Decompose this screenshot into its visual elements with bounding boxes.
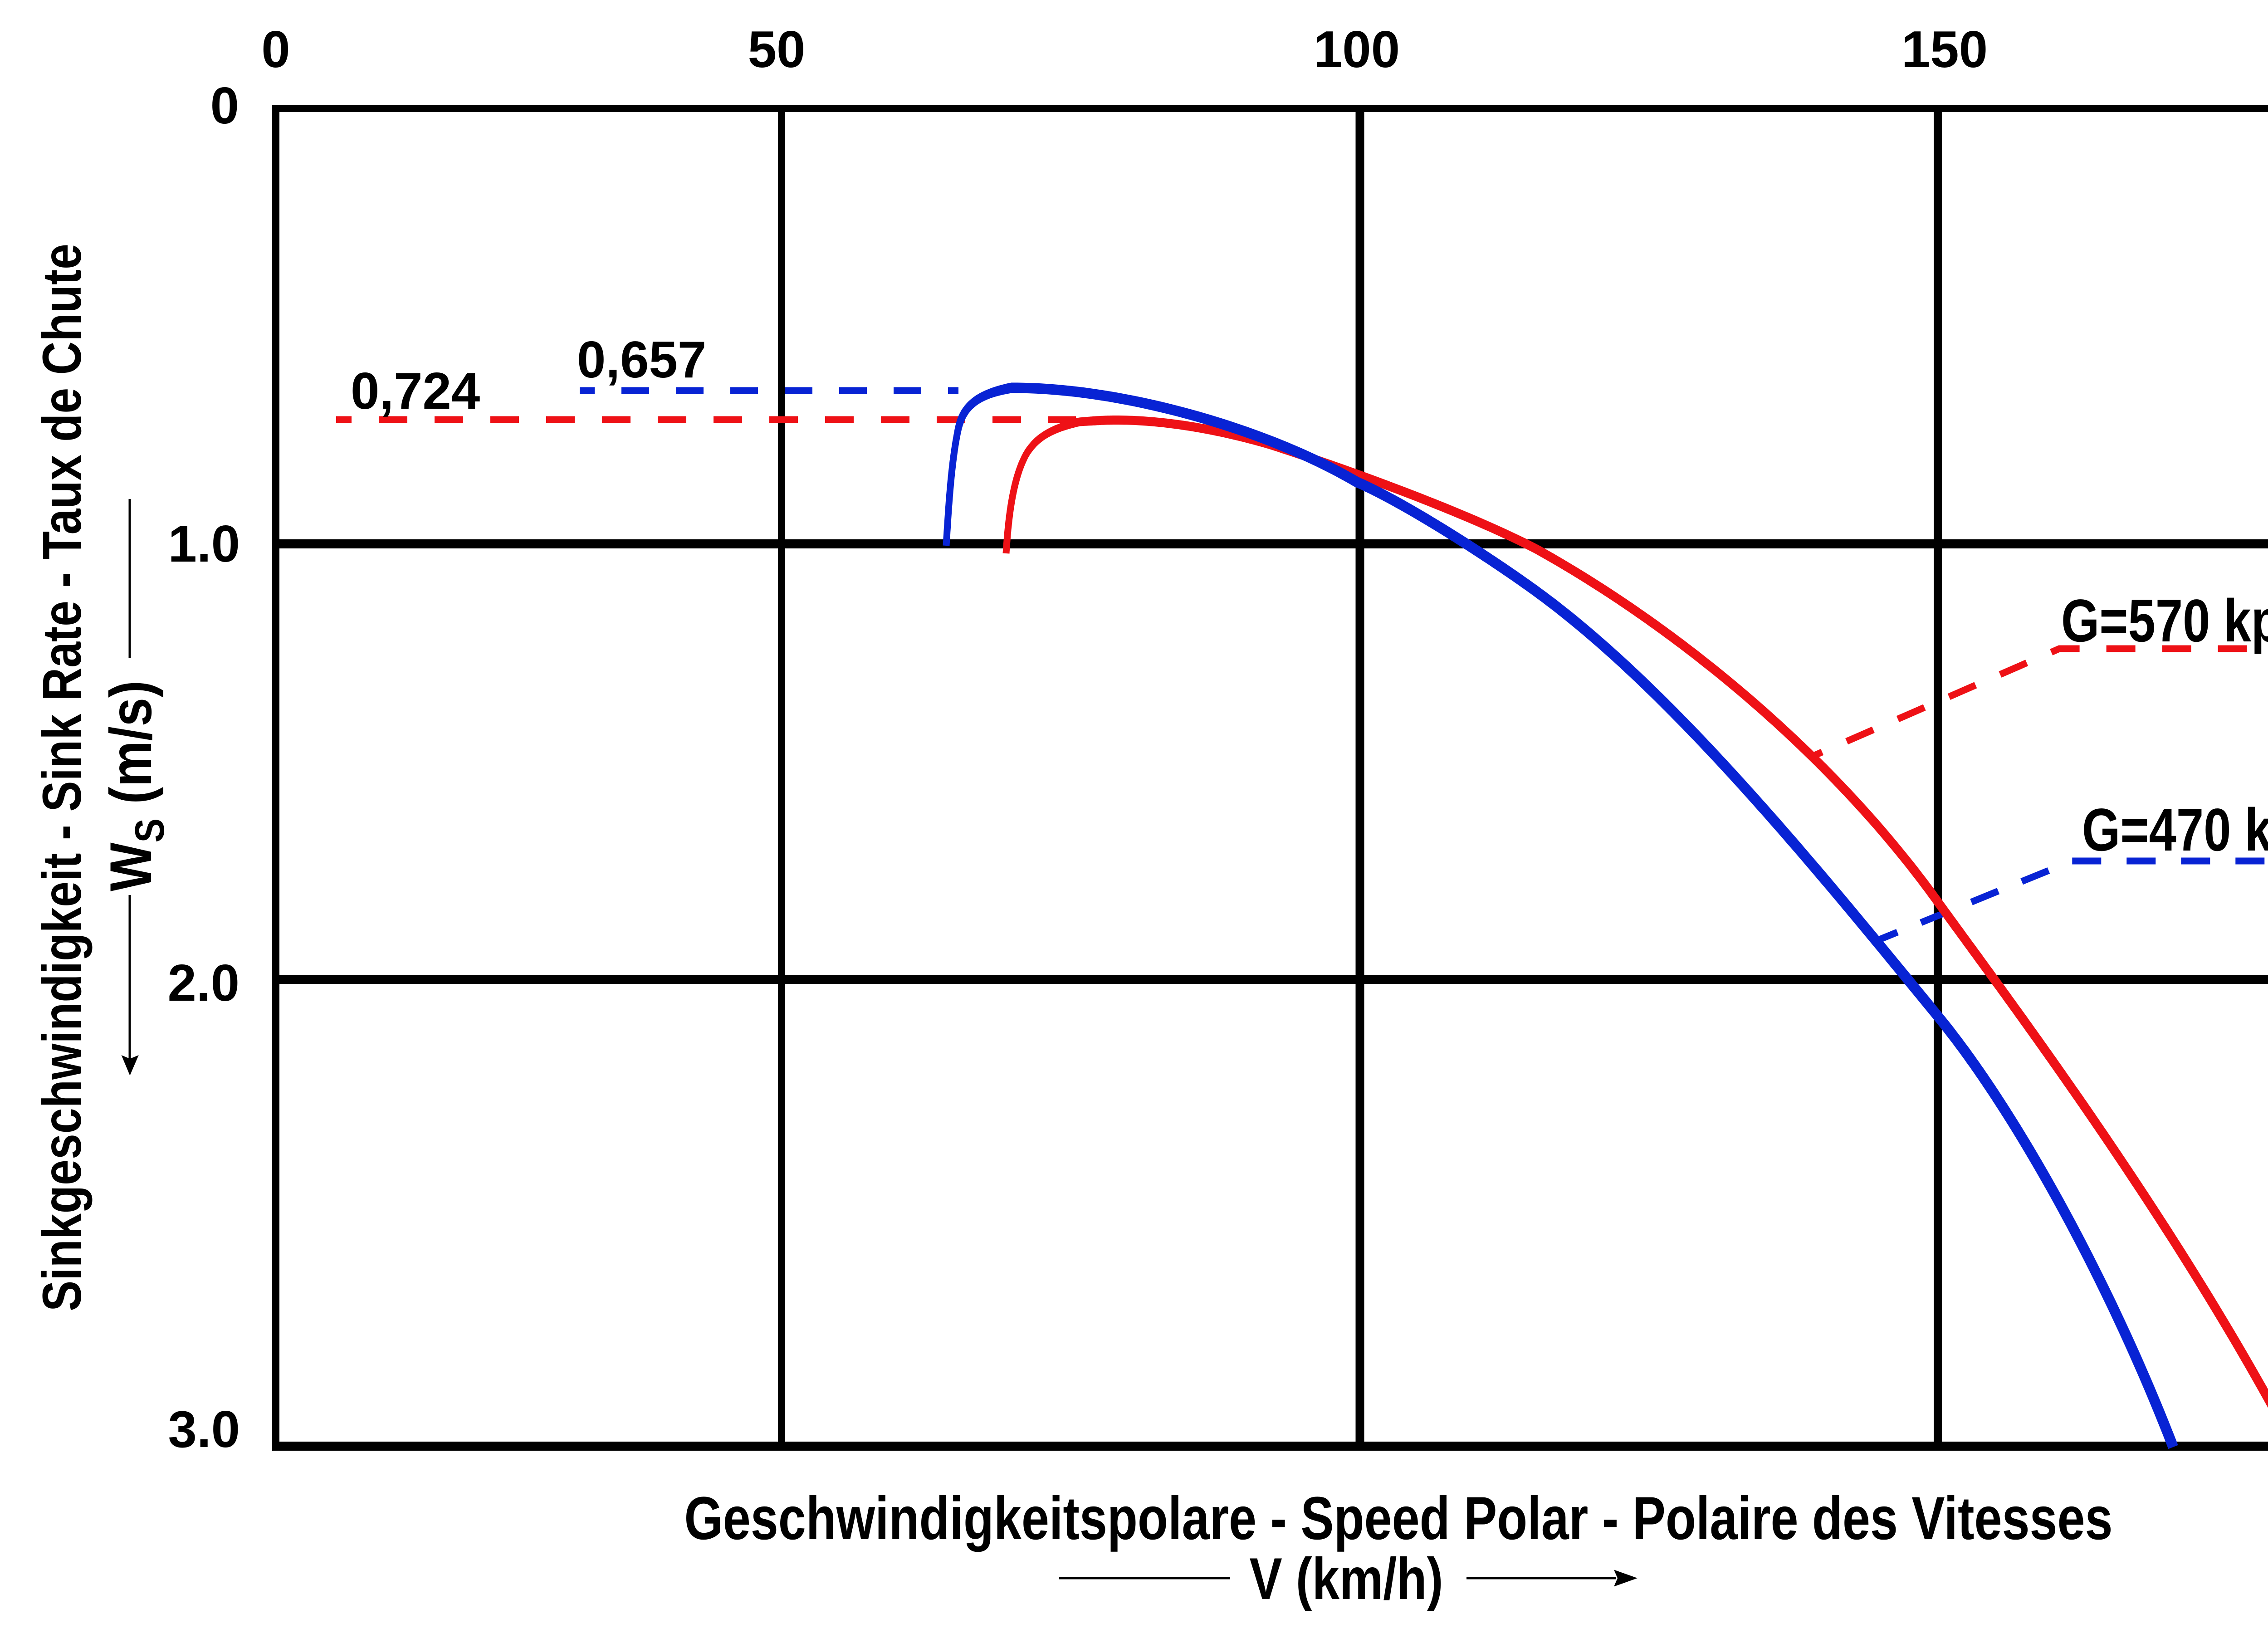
svg-text:Geschwindigkeitspolare - Speed: Geschwindigkeitspolare - Speed Polar - P… — [684, 1485, 2113, 1552]
svg-text:WS (m/s): WS (m/s) — [98, 680, 173, 891]
svg-text:2.0: 2.0 — [168, 954, 240, 1012]
svg-text:G=570 kp: G=570 kp — [2061, 587, 2268, 655]
svg-text:0,724: 0,724 — [351, 362, 480, 420]
svg-text:Sinkgeschwindigkeit - Sink Rat: Sinkgeschwindigkeit - Sink Rate - Taux d… — [31, 244, 93, 1311]
svg-text:150: 150 — [1901, 21, 1988, 78]
svg-text:0,657: 0,657 — [577, 331, 706, 389]
svg-text:V (km/h): V (km/h) — [1250, 1545, 1443, 1612]
svg-text:50: 50 — [748, 21, 806, 78]
svg-text:1.0: 1.0 — [168, 515, 240, 573]
svg-text:100: 100 — [1314, 21, 1400, 78]
svg-text:G=470 kp: G=470 kp — [2082, 797, 2268, 864]
svg-text:0: 0 — [261, 21, 290, 78]
svg-text:0: 0 — [210, 77, 239, 135]
svg-text:3.0: 3.0 — [168, 1401, 240, 1458]
